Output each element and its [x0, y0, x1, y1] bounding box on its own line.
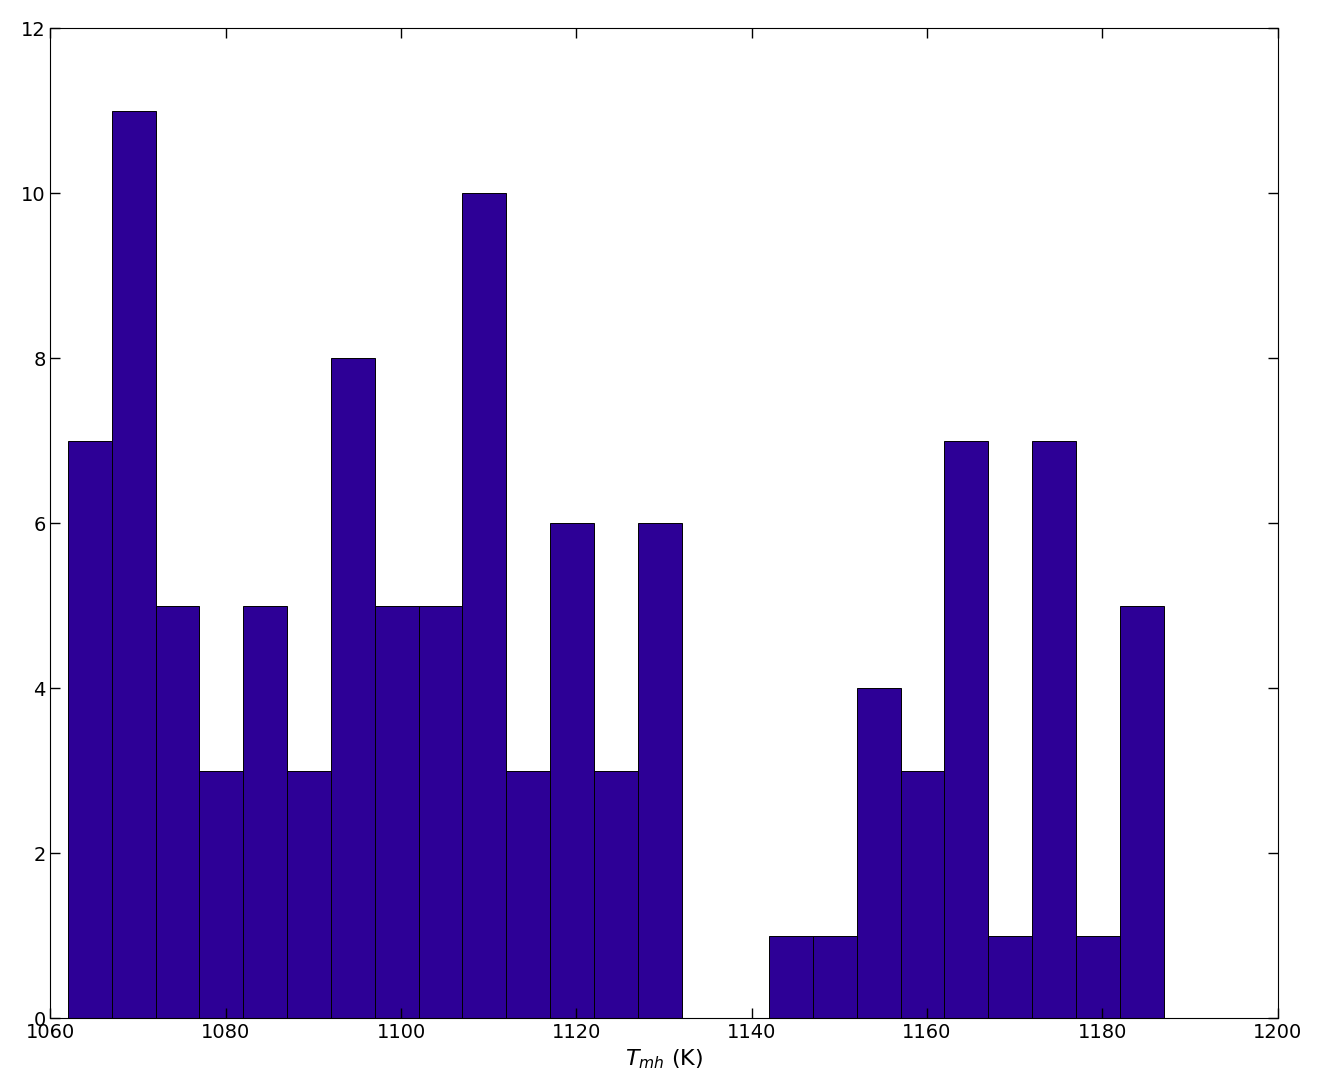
- Bar: [112, 110, 156, 1018]
- Bar: [1032, 441, 1076, 1018]
- Bar: [550, 523, 594, 1018]
- Bar: [1076, 936, 1119, 1018]
- Bar: [331, 358, 374, 1018]
- Bar: [901, 771, 945, 1018]
- Bar: [594, 771, 638, 1018]
- Bar: [463, 193, 507, 1018]
- Bar: [418, 606, 463, 1018]
- Bar: [988, 936, 1032, 1018]
- Bar: [200, 771, 243, 1018]
- Bar: [156, 606, 200, 1018]
- Bar: [814, 936, 857, 1018]
- Bar: [1119, 606, 1164, 1018]
- Bar: [857, 688, 901, 1018]
- Bar: [287, 771, 331, 1018]
- Bar: [507, 771, 550, 1018]
- Bar: [769, 936, 814, 1018]
- Bar: [243, 606, 287, 1018]
- Bar: [945, 441, 988, 1018]
- X-axis label: $T_{mh}$ (K): $T_{mh}$ (K): [624, 1047, 703, 1071]
- Bar: [374, 606, 418, 1018]
- Bar: [67, 441, 112, 1018]
- Bar: [638, 523, 681, 1018]
